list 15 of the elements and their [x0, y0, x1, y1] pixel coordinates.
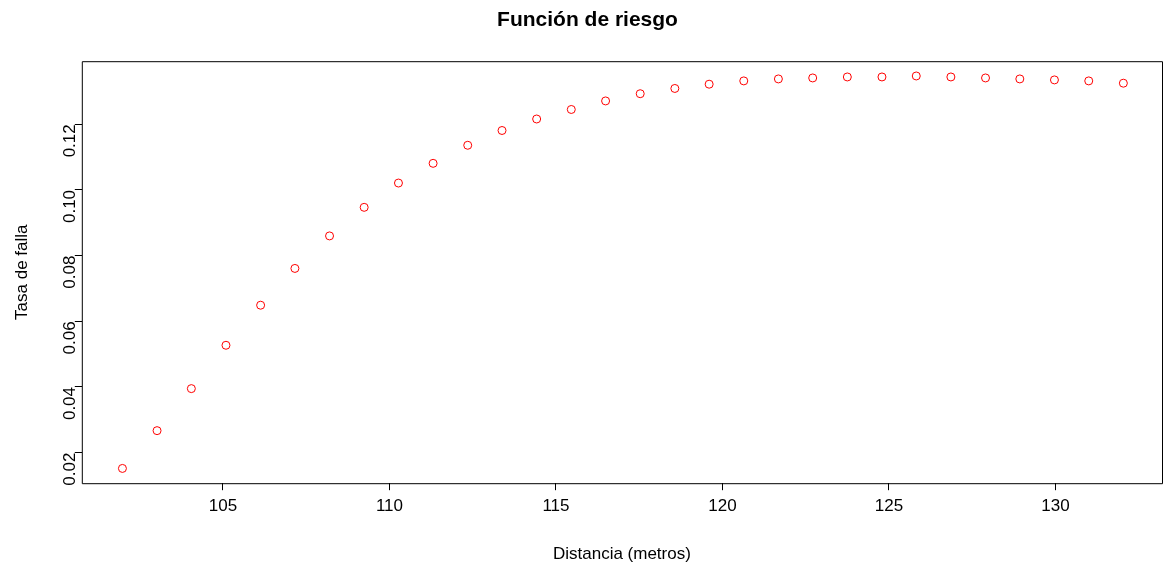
y-tick-label: 0.06: [60, 321, 80, 355]
y-tick-label: 0.12: [60, 124, 80, 158]
x-tick-label: 130: [1041, 496, 1070, 516]
y-axis-title: Tasa de falla: [11, 223, 31, 320]
x-axis-title: Distancia (metros): [552, 544, 691, 564]
x-tick-label: 110: [375, 496, 404, 516]
chart-title: Función de riesgo: [497, 7, 678, 31]
y-tick-label: 0.10: [60, 189, 80, 224]
x-tick-label: 105: [208, 496, 238, 516]
x-tick-label: 115: [542, 496, 570, 516]
y-tick-label: 0.08: [60, 255, 80, 289]
y-tick-label: 0.04: [60, 386, 80, 421]
x-tick-label: 125: [874, 496, 904, 516]
x-tick-label: 120: [708, 496, 737, 516]
y-tick-label: 0.02: [60, 452, 80, 486]
